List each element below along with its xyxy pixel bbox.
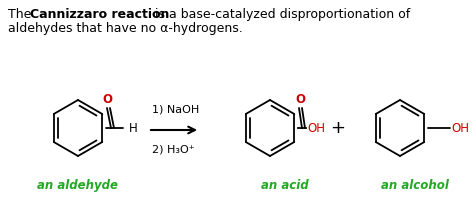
Text: OH: OH [307, 121, 325, 135]
Text: Cannizzaro reaction: Cannizzaro reaction [30, 8, 169, 21]
Text: an alcohol: an alcohol [381, 179, 449, 192]
Text: an acid: an acid [261, 179, 309, 192]
Text: 1) NaOH: 1) NaOH [152, 104, 199, 114]
Text: aldehydes that have no α-hydrogens.: aldehydes that have no α-hydrogens. [8, 22, 243, 35]
Text: The: The [8, 8, 36, 21]
Text: is a base-catalyzed disproportionation of: is a base-catalyzed disproportionation o… [151, 8, 410, 21]
Text: +: + [330, 119, 346, 137]
Text: an aldehyde: an aldehyde [37, 179, 118, 192]
Text: OH: OH [451, 121, 469, 135]
Text: H: H [129, 121, 138, 135]
Text: O: O [102, 93, 112, 106]
Text: O: O [295, 93, 305, 106]
Text: 2) H₃O⁺: 2) H₃O⁺ [152, 144, 195, 154]
